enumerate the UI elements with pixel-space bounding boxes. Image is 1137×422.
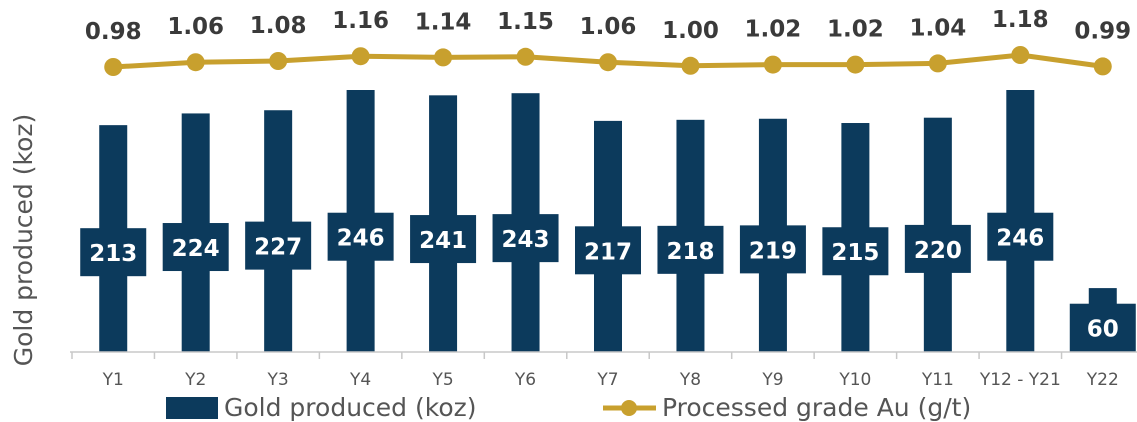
x-tick-label: Y6	[514, 370, 536, 390]
grade-value-label: 1.06	[580, 14, 637, 40]
bar-label-box	[410, 215, 477, 264]
grade-value-label: 1.14	[415, 9, 472, 35]
grade-marker	[1011, 46, 1030, 64]
bar-value-label: 227	[254, 235, 302, 261]
bar-value-label: 60	[1087, 317, 1119, 343]
bar-value-label: 243	[502, 227, 550, 253]
grade-marker	[269, 52, 288, 70]
grade-value-label: 1.06	[167, 14, 224, 40]
bar-value-label: 220	[914, 238, 962, 264]
bar-label-box	[492, 214, 559, 263]
grade-marker	[928, 54, 947, 73]
grade-value-label: 1.18	[992, 7, 1049, 33]
grade-value-label: 1.08	[250, 13, 307, 39]
x-tick-label: Y3	[267, 370, 289, 390]
grade-marker	[516, 47, 535, 66]
grade-line-series	[104, 46, 1112, 76]
bar-label-box	[822, 227, 889, 276]
grade-value-labels: 0.98 1.06 1.08 1.16 1.14 1.15 1.06 1.00 1.02 1.02…	[85, 7, 1131, 45]
bar-label-box	[575, 226, 641, 275]
legend-swatch-marker-grade	[621, 400, 637, 416]
bar-label-box	[1069, 303, 1136, 352]
bar-label-box	[327, 212, 394, 261]
grade-marker	[1093, 57, 1112, 76]
x-tick-label: Y4	[349, 370, 371, 390]
y-axis-label: Gold produced (koz)	[9, 114, 38, 367]
bar-label-box	[987, 212, 1054, 261]
x-tick-label: Y11	[921, 370, 954, 390]
grade-marker	[681, 56, 700, 75]
bar-value-label: 219	[749, 238, 797, 264]
bar-value-label: 246	[996, 226, 1044, 252]
bar-label-box	[245, 221, 312, 270]
grade-marker	[846, 55, 865, 74]
grade-value-label: 1.02	[827, 17, 884, 43]
bar-label-box	[904, 224, 971, 273]
x-tick-label: Y7	[596, 370, 618, 390]
x-tick-label: Y9	[761, 370, 783, 390]
grade-value-label: 1.04	[909, 15, 966, 41]
x-tick-label: Y22	[1086, 370, 1119, 390]
x-tick-label: Y12 - Y21	[979, 370, 1061, 390]
legend-swatch-gold-produced	[166, 397, 218, 419]
bar-label-box	[80, 228, 147, 277]
x-tick-label: Y2	[184, 370, 206, 390]
grade-value-label: 0.99	[1074, 18, 1131, 44]
bar-label-box	[657, 225, 724, 274]
bar-labels: 213 224 227 246 241 243 217 218 219 215 220 246 60	[80, 212, 1136, 352]
grade-marker	[599, 53, 617, 72]
x-axis-tick-labels: Y1 Y2 Y3 Y4 Y5 Y6 Y7 Y8 Y9 Y10 Y11 Y12 - Y21 Y22	[102, 370, 1119, 390]
bar-value-label: 224	[172, 236, 220, 262]
legend-label-grade: Processed grade Au (g/t)	[662, 393, 971, 422]
bar-label-box	[162, 223, 229, 272]
bar-value-label: 246	[337, 226, 385, 252]
grade-value-label: 1.00	[662, 18, 719, 44]
x-tick-label: Y10	[838, 370, 871, 390]
x-tick-label: Y8	[679, 370, 701, 390]
x-tick-label: Y5	[431, 370, 453, 390]
grade-value-label: 1.16	[332, 8, 389, 34]
legend: Gold produced (koz) Processed grade Au (…	[166, 393, 971, 422]
grade-value-label: 0.98	[85, 19, 142, 45]
grade-value-label: 1.15	[497, 9, 554, 35]
x-tick-label: Y1	[102, 370, 124, 390]
bar-value-label: 241	[419, 228, 467, 254]
grade-marker	[186, 53, 205, 72]
grade-marker	[763, 55, 782, 74]
grade-marker	[351, 47, 370, 66]
grade-marker	[104, 58, 123, 76]
bar-label-box	[739, 225, 806, 274]
grade-value-label: 1.02	[745, 17, 802, 43]
bar-value-label: 213	[89, 241, 137, 267]
bar-value-label: 215	[831, 240, 879, 266]
bar-value-label: 218	[666, 239, 714, 265]
legend-label-gold-produced: Gold produced (koz)	[224, 393, 477, 422]
x-axis-ticks	[71, 352, 1063, 359]
bar-value-label: 217	[584, 239, 632, 265]
bar-series	[99, 90, 1117, 353]
grade-marker	[434, 48, 453, 67]
